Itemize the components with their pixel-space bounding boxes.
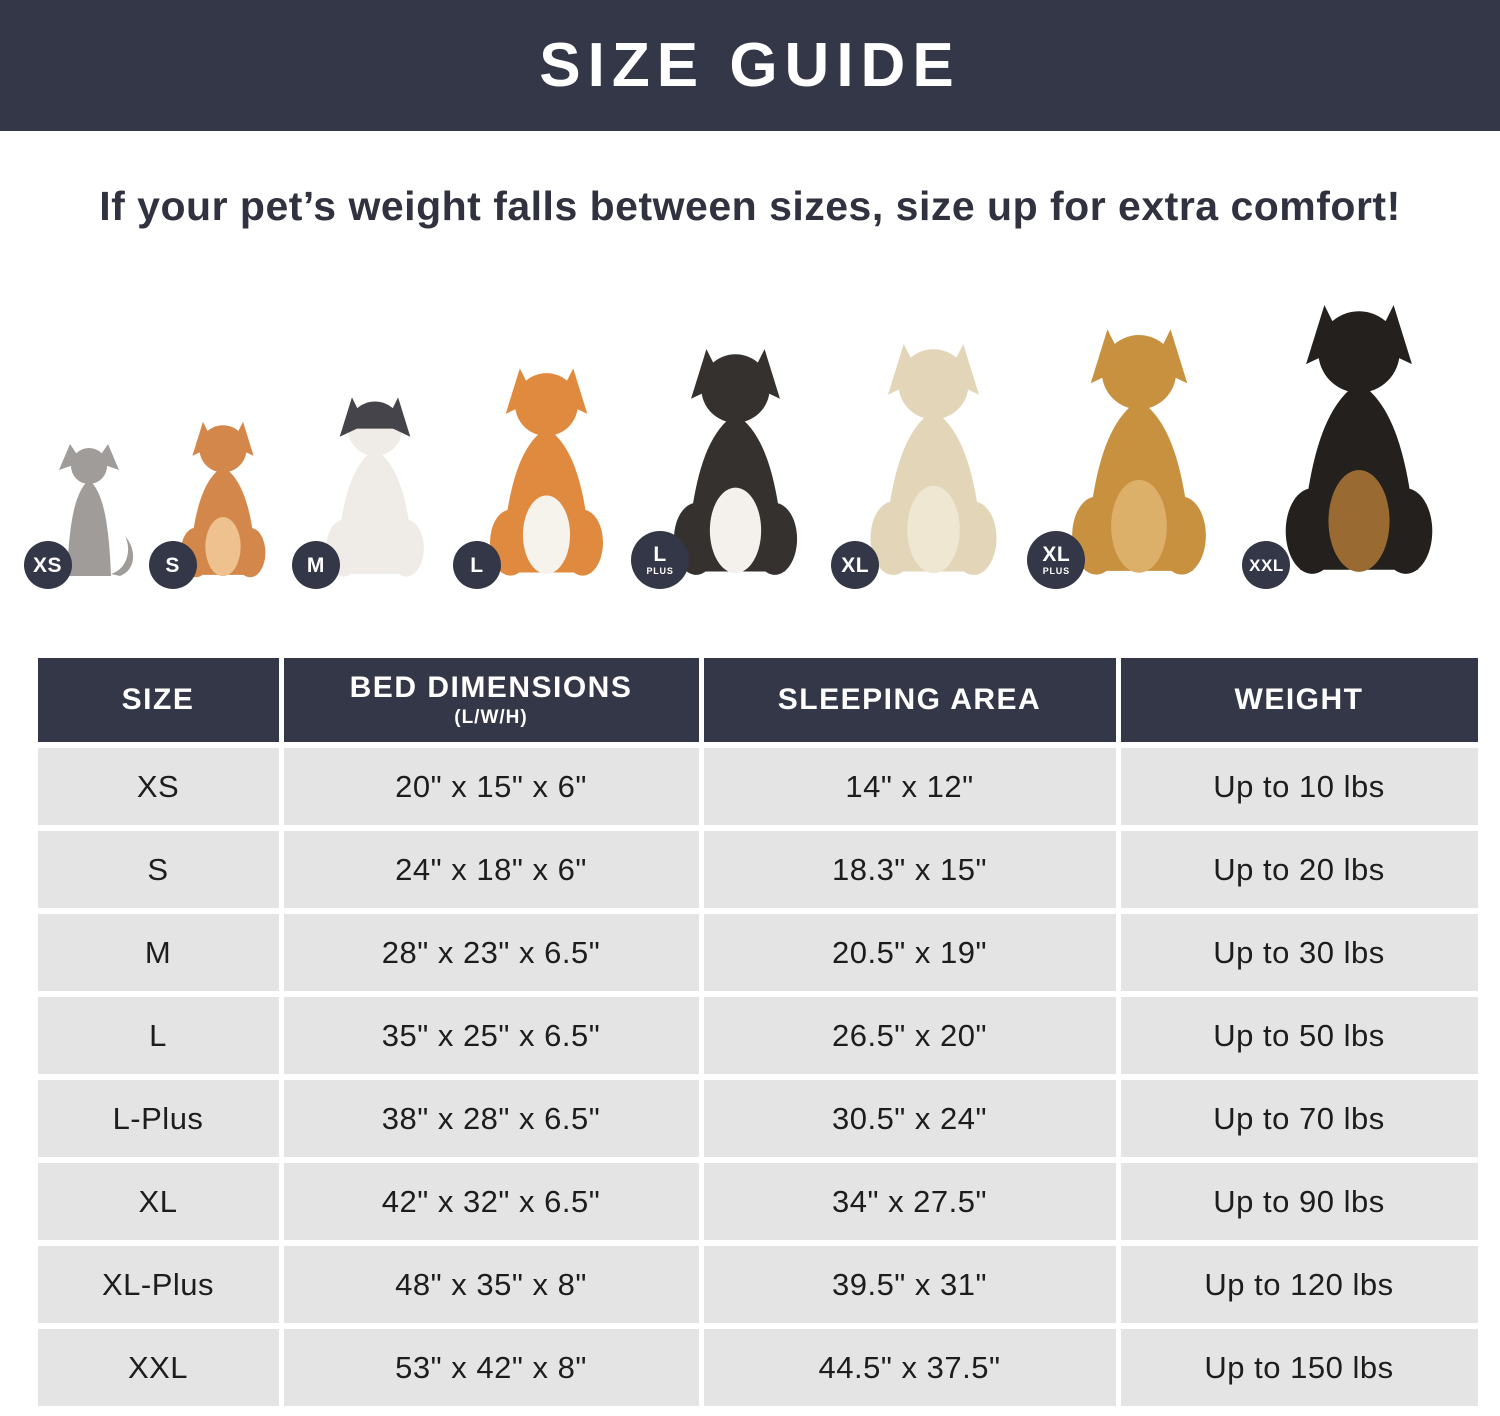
table-cell-weight: Up to 20 lbs (1120, 831, 1478, 908)
doberman-icon (1257, 297, 1461, 582)
size-badge-xl: XL (832, 542, 879, 588)
table-cell-bed: 28" x 23" x 6.5" (283, 914, 699, 991)
table-cell-size: XL (37, 1163, 279, 1240)
pet-pomeranian: S (149, 417, 282, 588)
table-cell-weight: Up to 90 lbs (1120, 1163, 1478, 1240)
badge-label: XS (33, 553, 63, 577)
size-badge-l: L (453, 542, 500, 588)
table-cell-bed: 48" x 35" x 8" (283, 1246, 699, 1323)
column-header-label: BED DIMENSIONS (349, 671, 633, 704)
pet-french-bulldog: M (292, 392, 443, 588)
table-cell-size: M (37, 914, 279, 991)
pet-labrador: XL (832, 337, 1021, 588)
badge-label: XL (1042, 543, 1071, 566)
badge-label: M (306, 553, 325, 577)
column-header-size: SIZE (37, 658, 279, 742)
size-badge-xs: XS (24, 542, 71, 588)
table-cell-bed: 38" x 28" x 6.5" (283, 1080, 699, 1157)
table-cell-bed: 24" x 18" x 6" (283, 831, 699, 908)
column-header-weight: WEIGHT (1120, 658, 1478, 742)
badge-sublabel: PLUS (646, 566, 674, 576)
table-cell-weight: Up to 50 lbs (1120, 997, 1478, 1074)
size-badge-l-plus: L PLUS (632, 532, 689, 588)
column-header-sublabel: (L/W/H) (454, 707, 528, 728)
badge-label: S (165, 553, 180, 577)
column-header-label: SLEEPING AREA (777, 683, 1042, 716)
size-guide-header: SIZE GUIDE (0, 0, 1500, 131)
pet-border-collie: L PLUS (632, 342, 821, 588)
table-cell-sleep: 44.5" x 37.5" (703, 1329, 1116, 1406)
column-header-label: WEIGHT (1234, 683, 1364, 716)
page-title: SIZE GUIDE (539, 31, 961, 100)
size-table: SIZE BED DIMENSIONS (L/W/H) SLEEPING ARE… (37, 658, 1478, 1406)
animals-row: XS S M L L PLUS XL (0, 230, 1500, 622)
table-cell-weight: Up to 70 lbs (1120, 1080, 1478, 1157)
table-cell-bed: 35" x 25" x 6.5" (283, 997, 699, 1074)
table-cell-weight: Up to 120 lbs (1120, 1246, 1478, 1323)
column-header-label: SIZE (121, 683, 195, 716)
table-cell-weight: Up to 10 lbs (1120, 748, 1478, 825)
badge-label: XXL (1249, 555, 1284, 575)
pet-shiba-inu: L (453, 362, 625, 588)
pet-cat: XS (24, 442, 139, 588)
pet-doberman: XXL (1243, 297, 1461, 588)
pet-golden-retriever: XL PLUS (1028, 322, 1232, 588)
badge-label: L (653, 543, 667, 566)
table-cell-size: S (37, 831, 279, 908)
labrador-icon (846, 337, 1021, 582)
table-cell-sleep: 34" x 27.5" (703, 1163, 1116, 1240)
table-cell-bed: 20" x 15" x 6" (283, 748, 699, 825)
table-cell-size: L-Plus (37, 1080, 279, 1157)
table-cell-size: L (37, 997, 279, 1074)
table-cell-size: XS (37, 748, 279, 825)
table-cell-size: XL-Plus (37, 1246, 279, 1323)
badge-label: XL (841, 553, 870, 577)
table-cell-bed: 42" x 32" x 6.5" (283, 1163, 699, 1240)
column-header-bed-dimensions: BED DIMENSIONS (L/W/H) (283, 658, 699, 742)
table-cell-size: XXL (37, 1329, 279, 1406)
table-cell-sleep: 14" x 12" (703, 748, 1116, 825)
badge-label: L (470, 553, 484, 577)
size-badge-m: M (292, 542, 339, 588)
size-badge-s: S (149, 542, 196, 588)
table-cell-sleep: 20.5" x 19" (703, 914, 1116, 991)
table-cell-weight: Up to 30 lbs (1120, 914, 1478, 991)
table-cell-sleep: 30.5" x 24" (703, 1080, 1116, 1157)
table-cell-sleep: 39.5" x 31" (703, 1246, 1116, 1323)
size-badge-xxl: XXL (1243, 542, 1290, 588)
table-cell-bed: 53" x 42" x 8" (283, 1329, 699, 1406)
table-cell-weight: Up to 150 lbs (1120, 1329, 1478, 1406)
table-cell-sleep: 18.3" x 15" (703, 831, 1116, 908)
subtitle-text: If your pet’s weight falls between sizes… (99, 183, 1401, 229)
table-cell-sleep: 26.5" x 20" (703, 997, 1116, 1074)
size-badge-xl-plus: XL PLUS (1028, 532, 1085, 588)
column-header-sleeping-area: SLEEPING AREA (703, 658, 1116, 742)
badge-sublabel: PLUS (1042, 566, 1070, 576)
